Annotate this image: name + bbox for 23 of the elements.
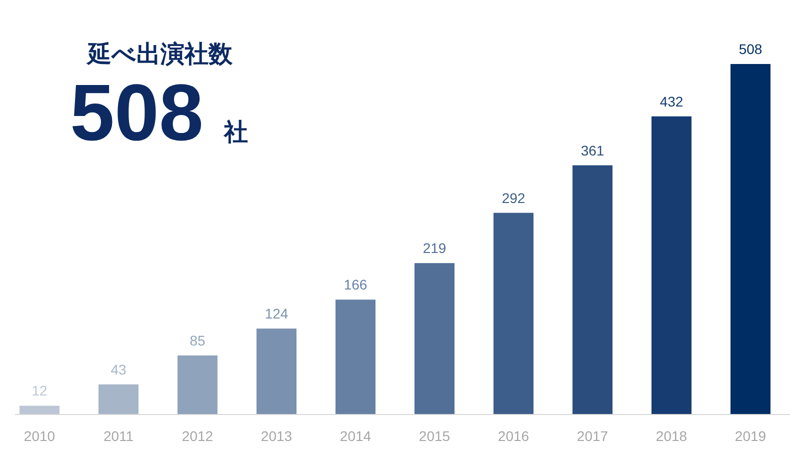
data-label: 166 (344, 276, 368, 293)
x-tick-label: 2010 (24, 428, 56, 444)
data-label: 432 (660, 93, 684, 110)
x-tick-label: 2011 (103, 428, 134, 444)
annotation: 社 (223, 119, 248, 146)
data-label: 43 (110, 361, 126, 378)
annotation: 508 (70, 68, 204, 157)
data-label: 508 (738, 41, 762, 57)
x-tick-label: 2015 (418, 428, 450, 444)
x-tick-label: 2017 (576, 428, 608, 444)
x-tick-label: 2014 (340, 428, 372, 444)
x-tick-label: 2018 (656, 428, 688, 444)
data-label: 292 (502, 190, 526, 206)
data-label: 219 (422, 240, 446, 256)
x-tick-label: 2019 (734, 428, 766, 444)
x-tick-label: 2016 (498, 428, 530, 444)
data-label: 124 (264, 306, 288, 322)
data-label: 361 (580, 142, 604, 158)
data-label: 85 (190, 332, 206, 348)
chart-title: 延べ出演社数 (86, 41, 234, 68)
x-tick-label: 2012 (182, 428, 214, 444)
x-tick-label: 2013 (260, 428, 292, 444)
data-label: 12 (32, 382, 48, 399)
